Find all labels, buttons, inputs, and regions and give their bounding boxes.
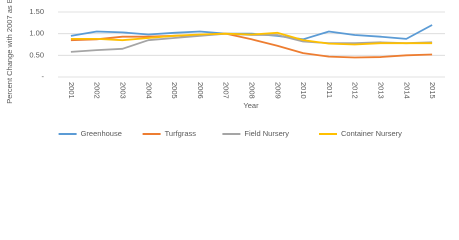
y-axis-label: Percent Change with 2007 as Base: [5, 0, 14, 104]
series-line: [70, 31, 433, 46]
x-tick-label: 2003: [119, 82, 128, 99]
x-tick-label: 2012: [351, 82, 360, 99]
x-tick-label: 2002: [93, 82, 102, 99]
legend-label: Container Nursery: [341, 129, 402, 138]
x-tick-label: 2009: [273, 82, 282, 99]
x-tick-label: 2006: [196, 82, 205, 99]
x-tick-label: 2010: [299, 82, 308, 99]
series-line: [70, 32, 433, 59]
x-tick-label: 2001: [67, 82, 76, 99]
x-tick-label: 2013: [377, 82, 386, 99]
legend-label: Greenhouse: [81, 129, 122, 138]
x-tick-label: 2008: [248, 82, 257, 99]
chart: Percent Change with 2007 as Base Year - 0…: [5, 0, 445, 138]
x-tick-label: 2004: [144, 82, 153, 99]
y-tick-label: -: [42, 72, 45, 81]
x-tick-label: 2007: [222, 82, 231, 99]
x-tick-label: 2014: [402, 82, 411, 99]
legend-label: Turfgrass: [165, 129, 197, 138]
x-tick-label: 2011: [325, 82, 334, 98]
y-tick-label: 1.00: [29, 29, 44, 38]
x-tick-label: 2005: [170, 82, 179, 99]
legend-label: Field Nursery: [244, 129, 289, 138]
y-tick-label: 0.50: [29, 50, 44, 59]
x-axis-label: Year: [243, 101, 259, 110]
y-tick-label: 1.50: [29, 7, 44, 16]
x-tick-label: 2015: [428, 82, 437, 99]
